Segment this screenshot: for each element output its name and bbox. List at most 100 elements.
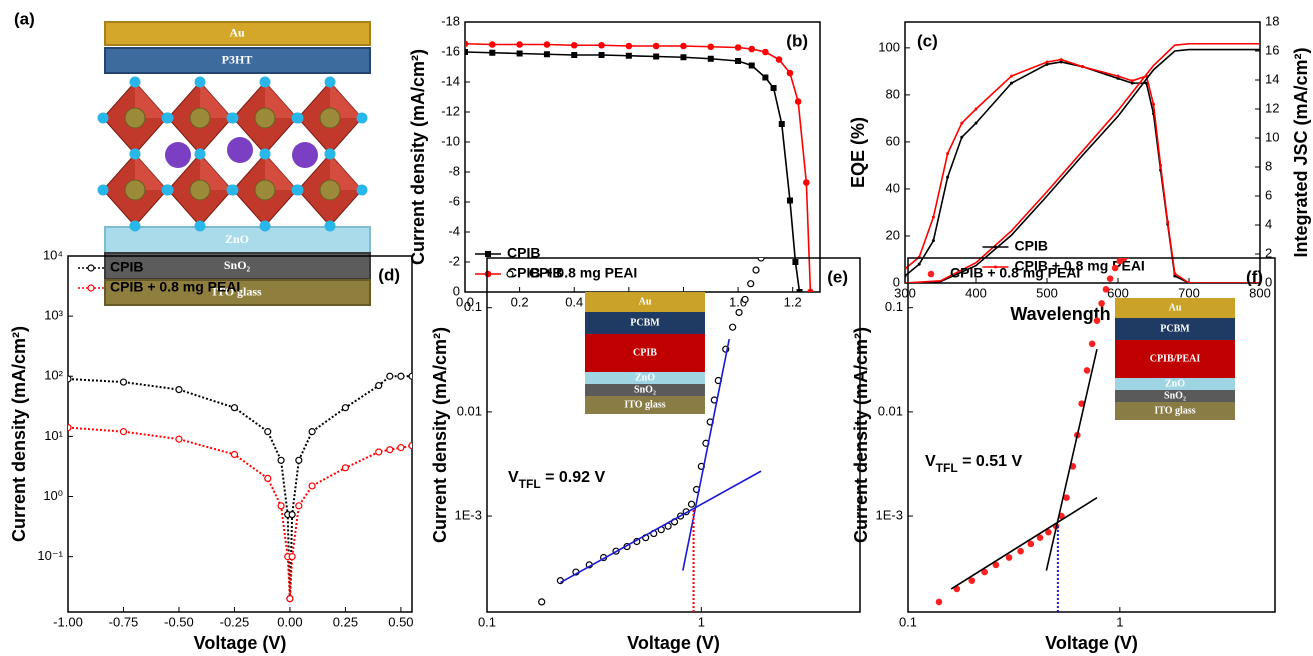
annotation-part: V — [508, 469, 519, 486]
marker — [741, 295, 749, 304]
x-tick-label: 0.2 — [511, 294, 529, 309]
marker — [757, 258, 765, 262]
series-group — [68, 372, 412, 603]
series-line — [465, 51, 801, 292]
y2-tick-label: 8 — [1265, 158, 1272, 173]
layer — [104, 47, 371, 74]
annotation-part: V — [925, 453, 936, 470]
marker — [807, 288, 814, 292]
marker — [931, 215, 935, 219]
x-site — [259, 76, 271, 88]
marker — [341, 464, 350, 472]
x-tick-label: -1.00 — [53, 614, 83, 629]
b-site — [189, 107, 211, 129]
x-axis-label: Voltage (V) — [627, 633, 720, 653]
a-site — [227, 137, 253, 163]
y-axis-label: Current density (mA/cm²) — [9, 326, 29, 542]
marker — [175, 385, 183, 394]
marker — [571, 52, 578, 58]
x-site — [162, 184, 174, 196]
y-tick-label: 10⁻¹ — [37, 548, 63, 563]
panel-label: (e) — [827, 267, 848, 286]
y-axis-label: Current density (mA/cm²) — [430, 327, 450, 543]
x-site — [324, 76, 336, 88]
marker — [946, 175, 950, 179]
a-site — [165, 142, 191, 168]
marker — [905, 267, 907, 271]
marker — [286, 595, 294, 603]
octahedron-face — [200, 154, 232, 190]
inset-label: ZnO — [635, 372, 655, 383]
series-line — [465, 42, 812, 292]
marker — [1116, 74, 1120, 78]
marker — [341, 404, 350, 412]
panel-label: (d) — [378, 265, 400, 284]
marker — [119, 428, 128, 436]
series-group — [538, 258, 765, 612]
x-tick-label: 700 — [1178, 285, 1200, 300]
octahedron-face — [330, 82, 362, 118]
inset-layer — [1115, 340, 1235, 378]
marker — [175, 435, 183, 443]
legend-label: CPIB + 0.8 mg PEAI — [507, 265, 637, 281]
x-site — [292, 184, 304, 196]
marker — [87, 264, 95, 272]
legend-label: CPIB — [110, 259, 143, 275]
marker — [489, 49, 496, 56]
marker — [264, 428, 272, 436]
marker — [735, 308, 743, 317]
marker — [1144, 81, 1148, 85]
marker — [778, 121, 785, 127]
marker — [1005, 554, 1013, 561]
marker — [598, 41, 605, 49]
octahedron-face — [135, 82, 167, 118]
y2-tick-label: 6 — [1265, 187, 1272, 202]
marker — [931, 239, 935, 243]
marker — [68, 375, 72, 383]
x-tick-label: 800 — [1249, 285, 1271, 300]
series-line — [1045, 348, 1098, 571]
legend-label: CPIB + 0.8 mg PEAI — [110, 279, 240, 295]
marker — [308, 428, 316, 436]
layer-label: P3HT — [222, 52, 253, 66]
marker — [1036, 534, 1044, 541]
y-tick-label: 100 — [878, 39, 900, 54]
marker — [735, 58, 742, 64]
y-tick-label: 0.01 — [457, 403, 482, 418]
marker — [277, 502, 285, 510]
x-tick-label: 0.50 — [388, 614, 413, 629]
inset-layer — [1115, 390, 1235, 402]
inset-layer — [1115, 402, 1235, 420]
x-tick-label: 500 — [1036, 285, 1058, 300]
marker — [946, 152, 950, 156]
marker — [1127, 258, 1131, 259]
marker — [1093, 317, 1101, 325]
x-site — [194, 76, 206, 88]
series-line — [950, 497, 1098, 590]
marker — [927, 270, 935, 278]
marker — [1130, 79, 1134, 83]
marker — [288, 553, 296, 561]
octahedron-face — [330, 154, 362, 190]
x-site — [97, 112, 109, 124]
series-group — [905, 42, 1260, 283]
marker — [375, 448, 383, 456]
marker — [992, 561, 1000, 569]
y2-tick-label: 4 — [1265, 216, 1272, 231]
marker — [543, 41, 551, 48]
y-axis-label: EQE (%) — [848, 117, 868, 188]
x-tick-label: 0.25 — [333, 614, 358, 629]
x-site — [227, 112, 239, 124]
y2-tick-label: 16 — [1265, 42, 1279, 57]
marker — [748, 62, 755, 69]
x-tick-label: -0.25 — [220, 614, 250, 629]
x-tick-label: -0.50 — [164, 614, 194, 629]
marker — [397, 444, 405, 452]
marker — [792, 259, 799, 265]
marker — [687, 500, 696, 508]
x-site — [227, 184, 239, 196]
marker — [775, 56, 783, 63]
annotation-part: = 0.92 V — [541, 469, 606, 486]
marker — [762, 48, 769, 56]
x-tick-label: -0.75 — [109, 614, 139, 629]
